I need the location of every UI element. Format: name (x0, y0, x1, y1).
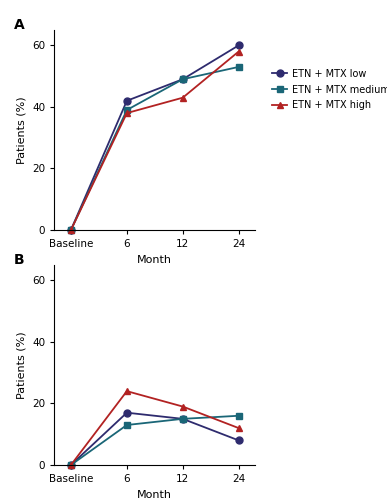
ETN + MTX low (68, 462, 73, 468)
ETN + MTX low (125, 410, 129, 416)
ETN + MTX low (125, 98, 129, 104)
X-axis label: Month: Month (137, 254, 172, 264)
Line: ETN + MTX low: ETN + MTX low (67, 42, 242, 234)
Line: ETN + MTX low: ETN + MTX low (67, 409, 242, 469)
ETN + MTX medium (180, 76, 185, 82)
X-axis label: Month: Month (137, 490, 172, 500)
Y-axis label: Patients (%): Patients (%) (17, 96, 26, 164)
ETN + MTX medium (180, 416, 185, 422)
ETN + MTX medium (125, 422, 129, 428)
ETN + MTX high (125, 110, 129, 116)
ETN + MTX medium (68, 227, 73, 233)
ETN + MTX low (236, 438, 241, 444)
ETN + MTX low (68, 227, 73, 233)
Line: ETN + MTX high: ETN + MTX high (67, 388, 242, 468)
ETN + MTX medium (236, 413, 241, 419)
Line: ETN + MTX high: ETN + MTX high (67, 48, 242, 234)
ETN + MTX high (236, 48, 241, 54)
ETN + MTX high (180, 404, 185, 409)
ETN + MTX high (125, 388, 129, 394)
ETN + MTX low (236, 42, 241, 48)
Y-axis label: Patients (%): Patients (%) (17, 331, 26, 399)
ETN + MTX low (180, 416, 185, 422)
Text: A: A (14, 18, 25, 32)
Line: ETN + MTX medium: ETN + MTX medium (67, 412, 242, 469)
Legend: ETN + MTX low, ETN + MTX medium, ETN + MTX high: ETN + MTX low, ETN + MTX medium, ETN + M… (268, 65, 387, 114)
ETN + MTX low (180, 76, 185, 82)
ETN + MTX medium (236, 64, 241, 70)
ETN + MTX high (236, 425, 241, 431)
ETN + MTX medium (68, 462, 73, 468)
ETN + MTX high (68, 462, 73, 468)
Text: B: B (14, 253, 24, 267)
ETN + MTX high (68, 227, 73, 233)
Line: ETN + MTX medium: ETN + MTX medium (67, 64, 242, 234)
ETN + MTX high (180, 94, 185, 100)
ETN + MTX medium (125, 107, 129, 113)
